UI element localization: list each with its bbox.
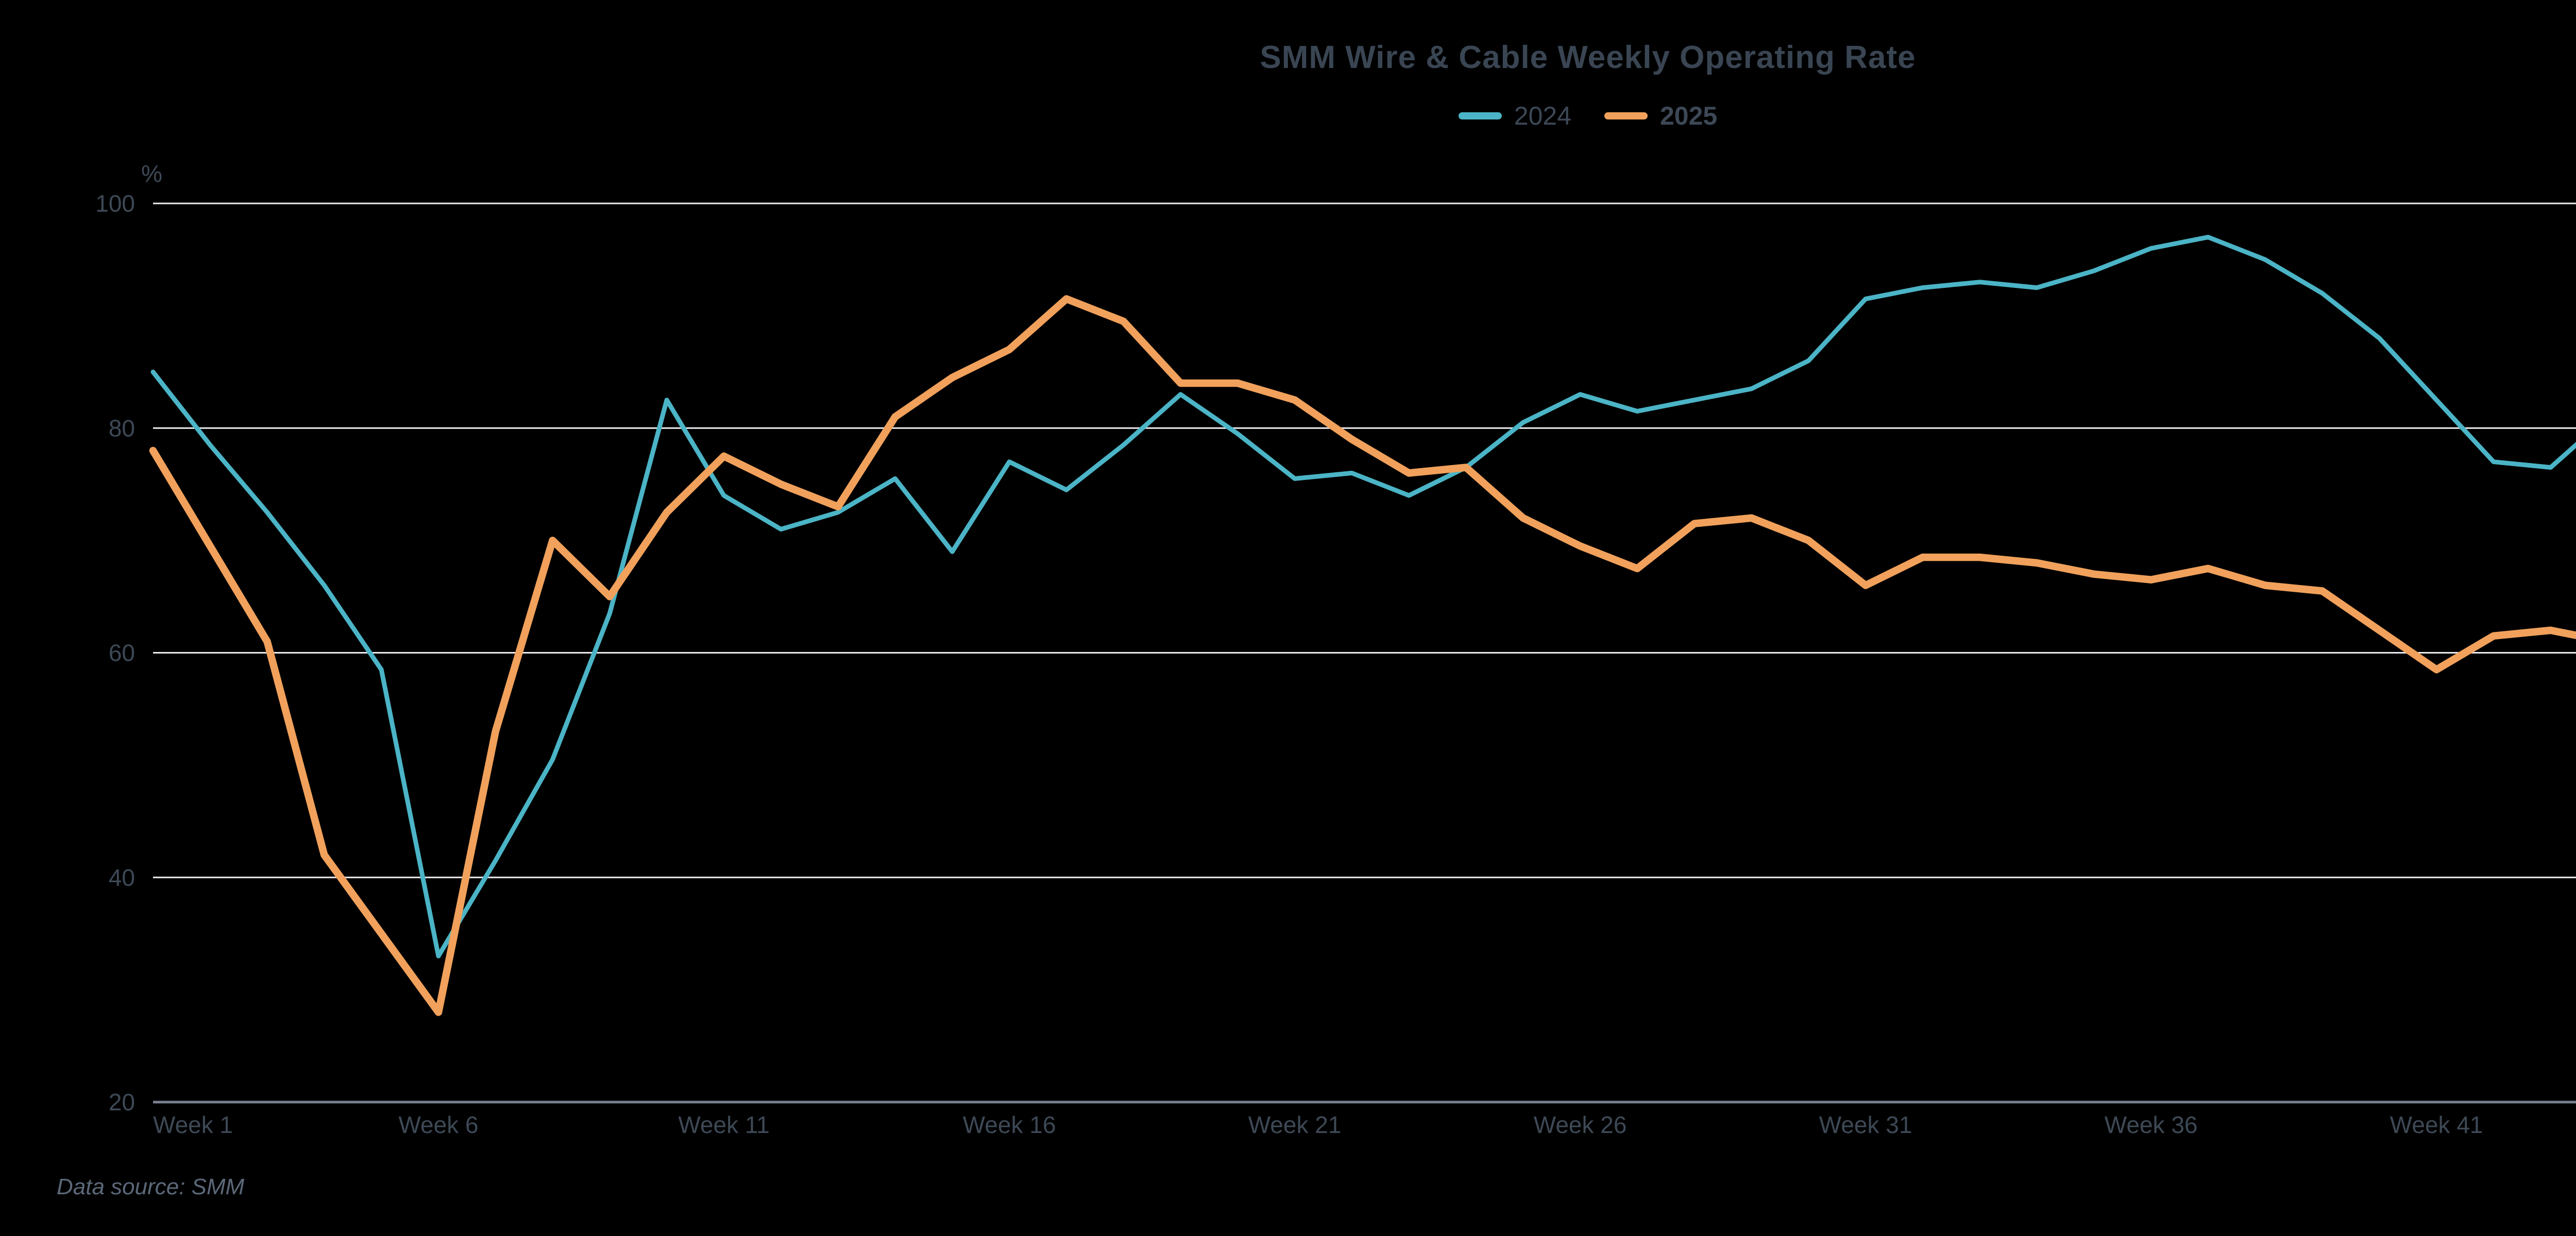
y-tick-label-20: 20: [109, 1089, 135, 1115]
chart-title: SMM Wire & Cable Weekly Operating Rate: [1260, 40, 1916, 75]
legend-swatch-2025: [1604, 112, 1648, 119]
y-tick-label-60: 60: [109, 640, 135, 666]
legend: 2024 2025: [0, 101, 2576, 131]
legend-swatch-2024: [1458, 112, 1502, 119]
x-tick-label-week-31: Week 31: [1819, 1111, 1912, 1138]
legend-item-2024[interactable]: 2024: [1458, 101, 1571, 131]
series-line-2024[interactable]: [150, 234, 2576, 958]
y-tick-label-40: 40: [109, 864, 135, 891]
x-tick-label-week-36: Week 36: [2105, 1111, 2198, 1138]
legend-item-2025[interactable]: 2025: [1604, 101, 1717, 131]
x-tick-label-week-16: Week 16: [963, 1111, 1056, 1138]
y-axis-unit-label: %: [141, 160, 162, 187]
legend-label-2025: 2025: [1660, 101, 1718, 130]
x-tick-label-week-6: Week 6: [398, 1111, 478, 1138]
x-tick-label-week-11: Week 11: [678, 1111, 769, 1138]
y-tick-label-80: 80: [109, 415, 135, 441]
x-tick-label-week-21: Week 21: [1248, 1111, 1342, 1138]
x-tick-label-week-1: Week 1: [153, 1111, 233, 1138]
y-tick-label-100: 100: [95, 190, 135, 217]
legend-label-2024: 2024: [1514, 101, 1571, 130]
series-line-2025[interactable]: [149, 295, 2576, 1016]
data-source-note: Data source: SMM: [57, 1174, 245, 1199]
x-tick-label-week-26: Week 26: [1534, 1111, 1627, 1138]
x-tick-label-week-41: Week 41: [2390, 1111, 2483, 1138]
